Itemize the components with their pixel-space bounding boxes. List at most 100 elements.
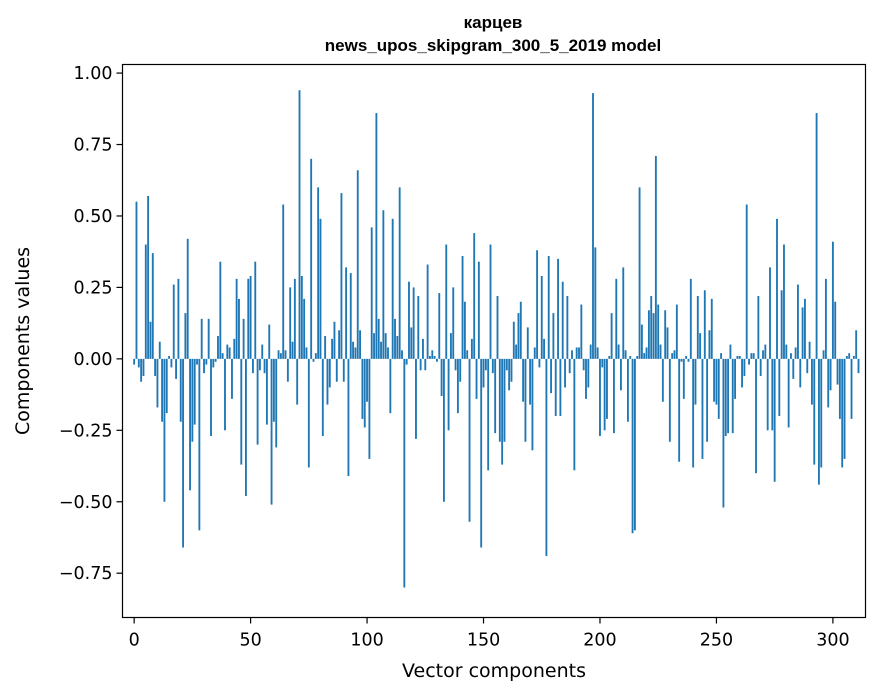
- bar-component-269: [759, 358, 762, 377]
- bar-component-95: [354, 347, 357, 359]
- bar-component-126: [426, 264, 429, 359]
- bar-component-77: [312, 358, 315, 362]
- x-tick-label: 50: [239, 631, 261, 651]
- bar-component-202: [603, 358, 606, 431]
- bar-component-55: [261, 344, 264, 359]
- bar-component-163: [512, 321, 515, 359]
- bar-component-260: [738, 356, 741, 359]
- bar-component-189: [573, 358, 576, 471]
- bar-component-108: [384, 333, 387, 359]
- bar-component-263: [745, 204, 748, 359]
- bar-component-19: [177, 278, 180, 359]
- bar-component-156: [496, 295, 499, 359]
- bar-component-223: [652, 313, 655, 359]
- bar-component-33: [210, 358, 212, 437]
- bars-group: [133, 90, 860, 588]
- bar-component-258: [734, 358, 736, 399]
- bar-component-102: [370, 227, 373, 359]
- bar-component-274: [771, 358, 774, 431]
- bar-component-311: [857, 358, 860, 374]
- bar-component-22: [184, 313, 187, 359]
- bar-component-286: [799, 358, 802, 388]
- bar-component-15: [168, 356, 171, 359]
- bar-component-88: [338, 330, 341, 359]
- bar-component-308: [850, 358, 853, 419]
- y-tick-label: −0.75: [59, 564, 113, 584]
- bar-component-166: [519, 301, 522, 359]
- bar-component-187: [568, 358, 571, 374]
- bar-component-62: [277, 350, 280, 359]
- bar-component-185: [564, 358, 566, 388]
- bar-component-49: [247, 278, 250, 359]
- bar-component-125: [424, 358, 427, 371]
- bar-component-167: [522, 358, 525, 402]
- bar-component-210: [622, 267, 625, 359]
- bar-component-0: [133, 358, 136, 365]
- bar-component-13: [163, 358, 166, 502]
- bar-component-220: [645, 347, 648, 359]
- bar-component-114: [398, 187, 401, 359]
- bar-component-4: [142, 358, 145, 377]
- bar-component-48: [245, 358, 247, 497]
- bar-component-148: [477, 261, 480, 359]
- bar-component-142: [463, 301, 466, 359]
- bar-component-107: [382, 210, 385, 359]
- bar-component-116: [403, 358, 406, 588]
- bar-component-234: [678, 358, 681, 462]
- bar-component-209: [620, 358, 622, 391]
- bar-component-157: [498, 358, 501, 442]
- bar-component-103: [373, 333, 375, 359]
- bar-component-131: [438, 293, 441, 359]
- bar-component-283: [792, 358, 795, 379]
- bar-component-247: [708, 330, 711, 359]
- bar-component-79: [317, 187, 320, 359]
- y-axis-label: Components values: [12, 247, 34, 435]
- bar-component-92: [347, 358, 350, 477]
- bar-component-46: [240, 358, 243, 465]
- bar-component-305: [843, 358, 846, 459]
- bar-component-123: [419, 358, 422, 371]
- bar-component-47: [242, 318, 245, 359]
- bar-component-261: [741, 358, 743, 388]
- bar-component-262: [743, 358, 746, 377]
- bar-component-101: [368, 358, 371, 459]
- bar-component-268: [757, 295, 760, 359]
- bar-component-170: [529, 358, 532, 405]
- bar-component-287: [801, 307, 804, 359]
- bar-component-188: [571, 350, 573, 359]
- bar-component-152: [487, 358, 490, 471]
- bar-component-135: [447, 358, 450, 431]
- bar-component-93: [349, 273, 352, 359]
- bar-component-207: [615, 278, 618, 359]
- bar-component-122: [417, 295, 420, 359]
- bar-component-284: [794, 347, 797, 359]
- bar-component-51: [252, 358, 254, 374]
- bar-component-64: [282, 204, 285, 359]
- bar-component-151: [484, 358, 487, 371]
- bar-component-124: [422, 338, 424, 359]
- bar-component-24: [189, 358, 191, 491]
- bar-component-307: [848, 353, 851, 359]
- bar-component-294: [817, 358, 820, 485]
- bar-component-78: [314, 353, 317, 359]
- bar-component-40: [226, 344, 229, 359]
- bar-component-241: [694, 358, 697, 405]
- bar-component-98: [361, 358, 364, 419]
- bar-component-82: [324, 336, 327, 359]
- bar-component-205: [610, 313, 613, 359]
- bar-component-303: [838, 358, 841, 419]
- bar-component-3: [140, 358, 143, 382]
- bar-component-256: [729, 344, 732, 359]
- bar-component-139: [456, 358, 459, 414]
- bar-component-86: [333, 321, 336, 359]
- bar-component-230: [668, 358, 671, 442]
- bar-component-240: [692, 358, 695, 468]
- bar-component-32: [207, 318, 210, 359]
- bar-component-60: [272, 358, 275, 422]
- bar-component-228: [664, 310, 667, 359]
- y-tick-label: 0.50: [74, 207, 113, 227]
- bar-component-53: [256, 358, 259, 445]
- bar-component-206: [613, 358, 615, 434]
- bar-component-138: [454, 358, 457, 371]
- bar-component-226: [659, 344, 662, 359]
